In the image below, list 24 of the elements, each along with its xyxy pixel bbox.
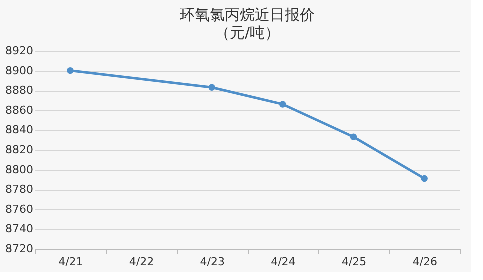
y-tick-label: 8920 xyxy=(6,44,34,58)
x-tick-label: 4/24 xyxy=(271,256,296,268)
y-tick-label: 8760 xyxy=(6,202,34,216)
x-tick-label: 4/25 xyxy=(342,256,367,268)
chart-subtitle: （元/吨） xyxy=(214,24,280,42)
y-tick-label: 8840 xyxy=(6,124,34,137)
y-tick-label: 8740 xyxy=(6,222,34,236)
y-tick-label: 8720 xyxy=(6,242,34,256)
y-tick-label: 8900 xyxy=(6,64,34,78)
x-tick-label: 4/23 xyxy=(200,256,225,268)
y-tick-label: 8820 xyxy=(6,144,34,156)
y-tick-label: 8800 xyxy=(6,163,34,176)
y-tick-label: 8880 xyxy=(6,84,34,98)
chart-title: 环氧氯丙烷近日报价 xyxy=(180,6,315,24)
point xyxy=(208,84,216,91)
x-tick-label: 4/22 xyxy=(129,256,154,268)
y-tick-label: 8780 xyxy=(6,183,34,196)
x-tick-label: 4/21 xyxy=(58,256,84,268)
point xyxy=(280,101,286,108)
point xyxy=(350,134,358,140)
point xyxy=(67,67,74,74)
x-tick-label: 4/26 xyxy=(412,256,438,268)
y-tick-label: 8860 xyxy=(6,104,34,117)
point xyxy=(421,175,428,182)
